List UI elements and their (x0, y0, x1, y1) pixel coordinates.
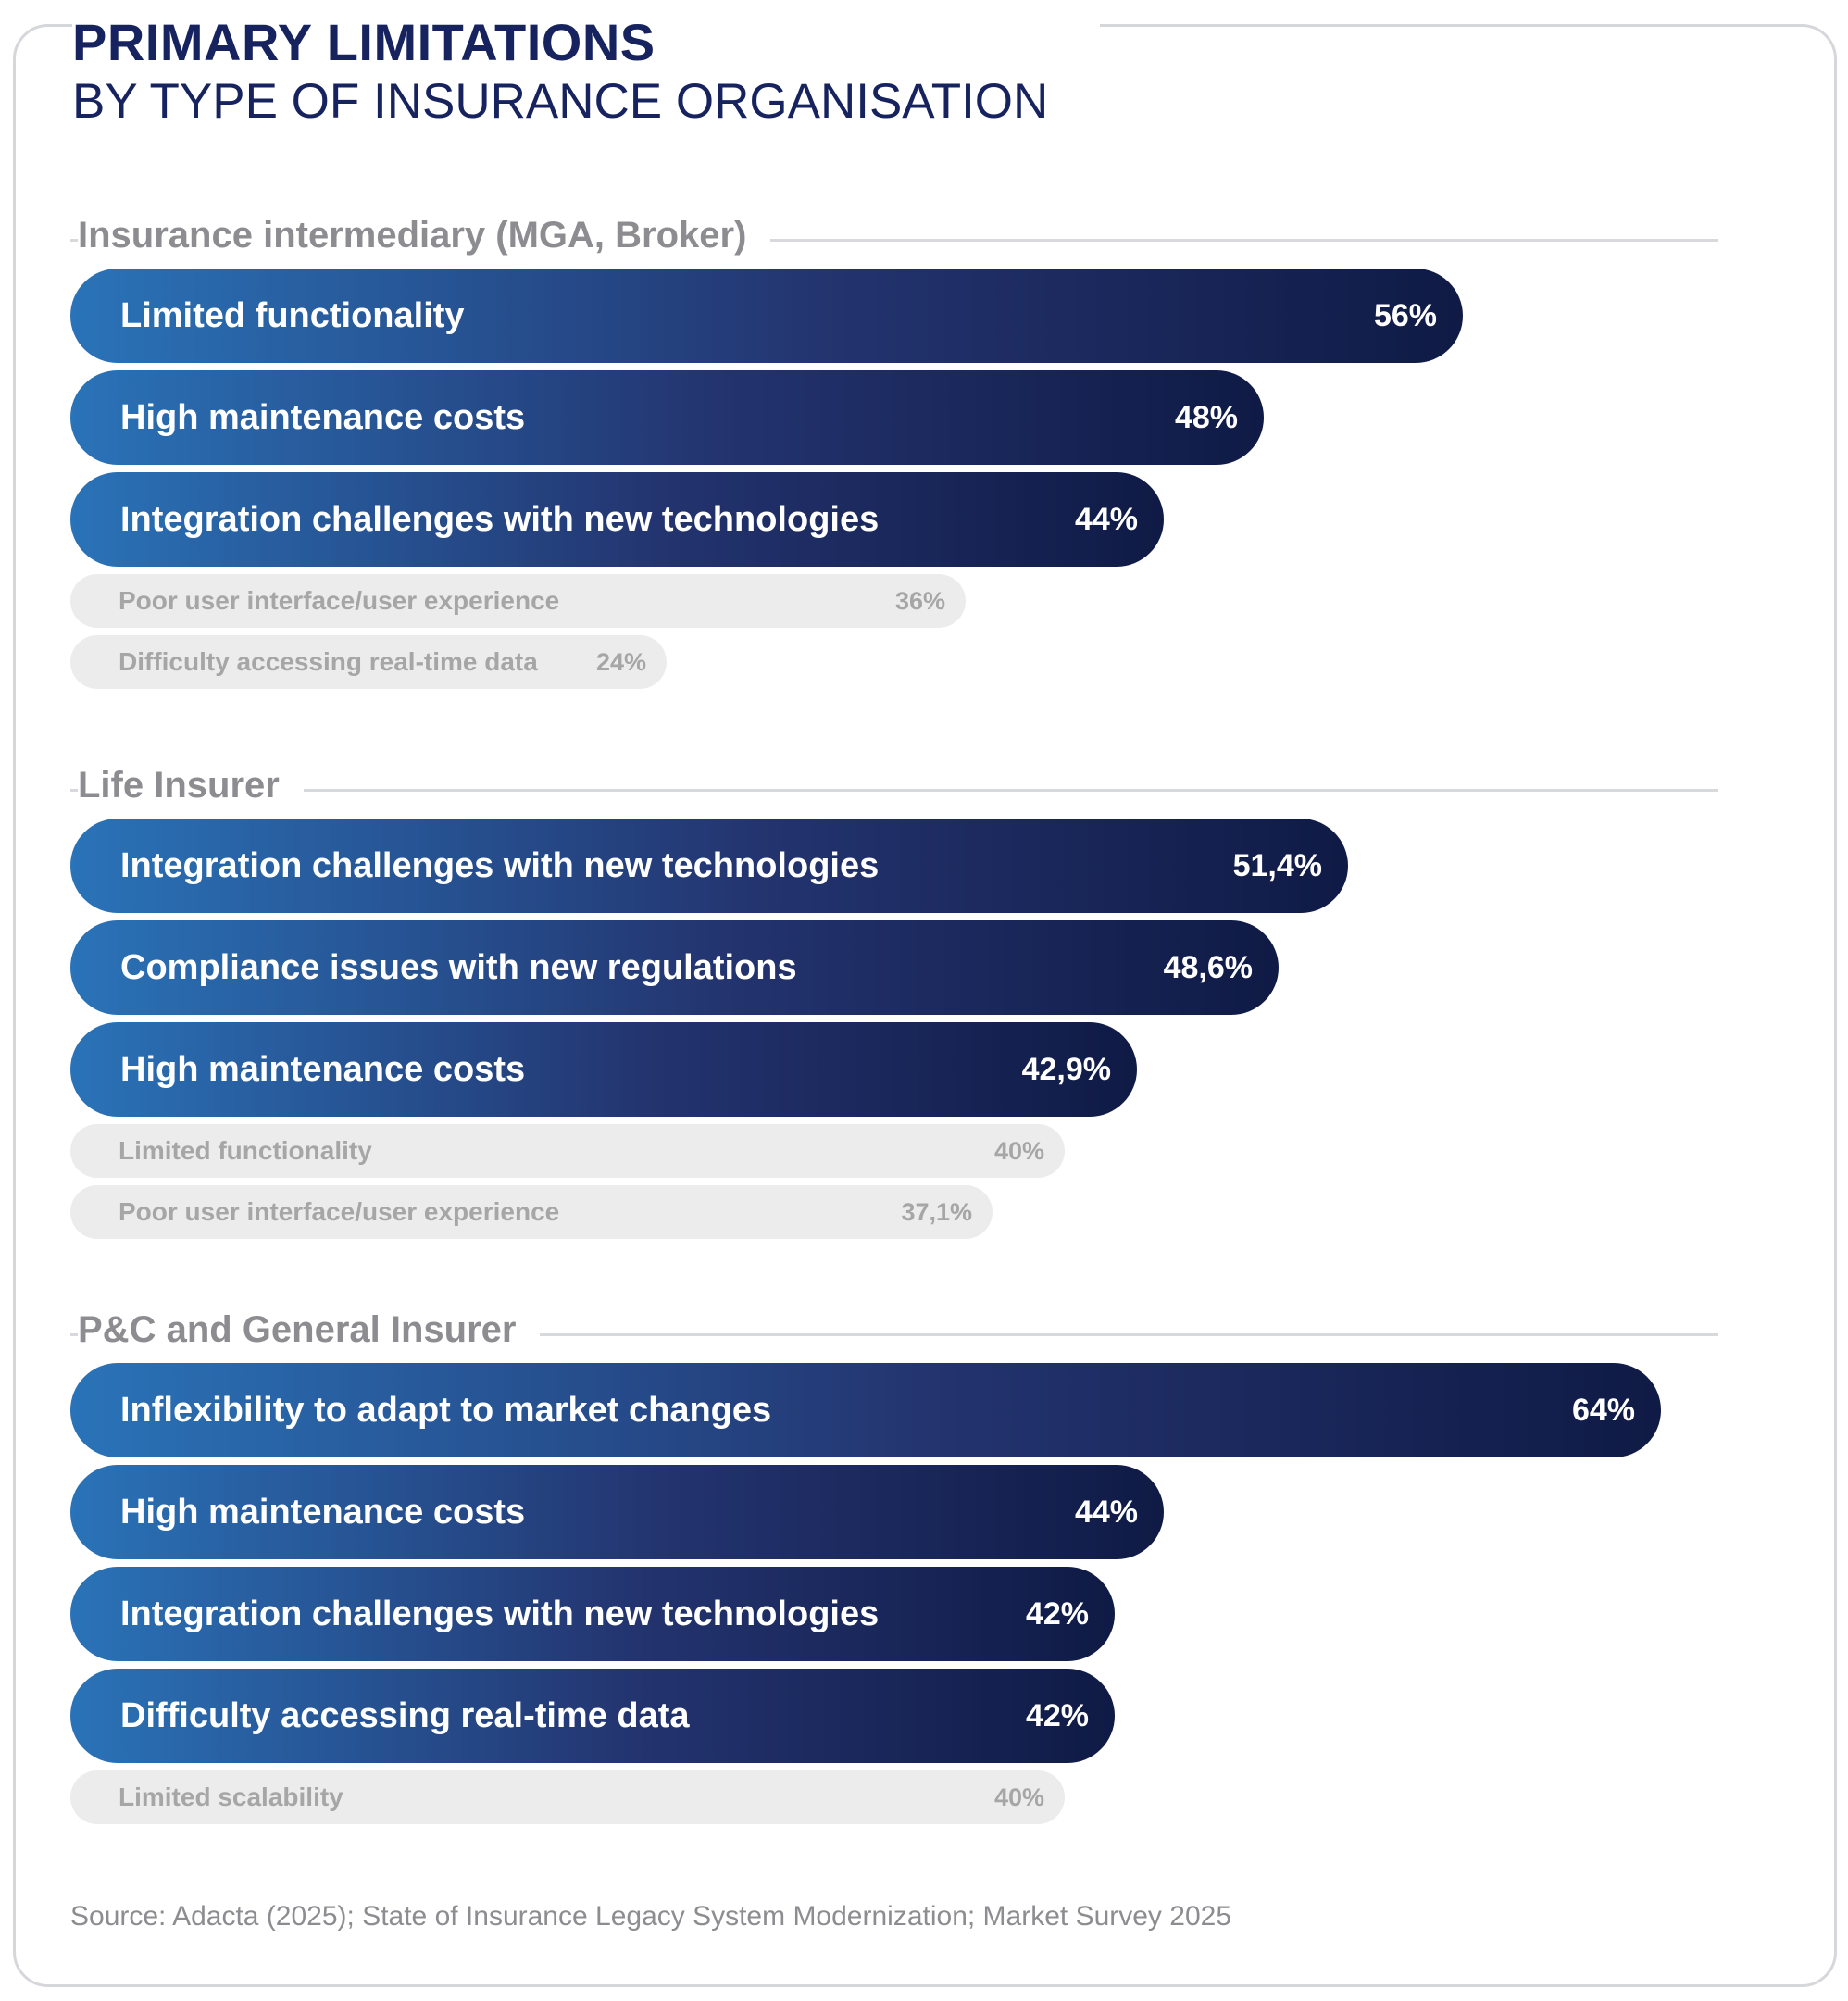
bar-value-label: 56% (1373, 298, 1437, 333)
bar-label: Integration challenges with new technolo… (120, 500, 880, 539)
minor-bar: Limited functionality 40% (70, 1124, 1065, 1178)
bar-list: Limited functionality 56% High maintenance… (70, 269, 1718, 689)
bar-label: High maintenance costs (120, 398, 526, 437)
minor-bar-row: Poor user interface/user experience 37,1% (70, 1185, 1718, 1239)
bar: Inflexibility to adapt to market changes… (70, 1363, 1661, 1457)
bar-label: Compliance issues with new regulations (120, 948, 797, 987)
group-divider-line (70, 239, 1718, 242)
bar-label: Limited scalability (119, 1782, 343, 1811)
chart-group-3: P&C and General Insurer Inflexibility to … (70, 1304, 1718, 1832)
bar-value-label: 40% (993, 1783, 1044, 1811)
bar-label: Inflexibility to adapt to market changes (120, 1391, 772, 1430)
bar-value-label: 44% (1074, 1494, 1138, 1530)
bar-label: Difficulty accessing real-time data (120, 1696, 690, 1735)
highlighted-bar-row: High maintenance costs 48% (70, 370, 1718, 465)
highlighted-bar-row: Integration challenges with new technolo… (70, 819, 1718, 913)
group-header: P&C and General Insurer (70, 1304, 1718, 1363)
bar: High maintenance costs 44% (70, 1465, 1164, 1559)
bar: Integration challenges with new technolo… (70, 1567, 1115, 1661)
chart-group-2: Life Insurer Integration challenges with … (70, 759, 1718, 1246)
highlighted-bar-row: Difficulty accessing real-time data 42% (70, 1669, 1718, 1763)
bar-value-label: 64% (1571, 1393, 1635, 1428)
source-note: Source: Adacta (2025); State of Insuranc… (70, 1901, 1232, 1932)
bar-list: Inflexibility to adapt to market changes… (70, 1363, 1718, 1824)
bar-label: Integration challenges with new technolo… (120, 846, 880, 885)
minor-bar: Poor user interface/user experience 37,1% (70, 1185, 993, 1239)
highlighted-bar-row: Compliance issues with new regulations 48… (70, 920, 1718, 1015)
group-title: P&C and General Insurer (78, 1304, 541, 1356)
bar-value-label: 40% (993, 1137, 1044, 1165)
bar-label: Integration challenges with new technolo… (120, 1595, 880, 1633)
bar-value-label: 42,9% (1021, 1052, 1111, 1087)
highlighted-bar-row: High maintenance costs 42,9% (70, 1022, 1718, 1117)
bar-value-label: 42% (1025, 1698, 1089, 1733)
minor-bar-row: Limited functionality 40% (70, 1124, 1718, 1178)
bar: Integration challenges with new technolo… (70, 819, 1348, 913)
bar: Integration challenges with new technolo… (70, 472, 1164, 567)
bar-label: Limited functionality (119, 1136, 372, 1165)
minor-bar-row: Limited scalability 40% (70, 1770, 1718, 1824)
bar-value-label: 24% (595, 648, 646, 676)
group-divider-line (70, 789, 1718, 792)
bar-label: Limited functionality (120, 296, 465, 335)
group-header: Insurance intermediary (MGA, Broker) (70, 209, 1718, 269)
minor-bar: Poor user interface/user experience 36% (70, 574, 966, 628)
bar-label: Poor user interface/user experience (119, 1197, 560, 1226)
minor-bar: Limited scalability 40% (70, 1770, 1065, 1824)
bar: Difficulty accessing real-time data 42% (70, 1669, 1115, 1763)
group-header: Life Insurer (70, 759, 1718, 819)
bar-label: Difficulty accessing real-time data (119, 647, 538, 676)
chart-header: PRIMARY LIMITATIONS BY TYPE OF INSURANCE… (72, 13, 1101, 131)
group-title: Insurance intermediary (MGA, Broker) (78, 209, 771, 261)
highlighted-bar-row: Limited functionality 56% (70, 269, 1718, 363)
highlighted-bar-row: High maintenance costs 44% (70, 1465, 1718, 1559)
bar: High maintenance costs 42,9% (70, 1022, 1137, 1117)
bar-value-label: 36% (894, 587, 945, 615)
chart-subtitle: BY TYPE OF INSURANCE ORGANISATION (72, 74, 1049, 129)
bar-label: High maintenance costs (120, 1050, 526, 1089)
bar-value-label: 48,6% (1163, 950, 1253, 985)
highlighted-bar-row: Inflexibility to adapt to market changes… (70, 1363, 1718, 1457)
group-title: Life Insurer (78, 759, 304, 811)
bar-label: High maintenance costs (120, 1493, 526, 1532)
bar-list: Integration challenges with new technolo… (70, 819, 1718, 1239)
minor-bar-row: Difficulty accessing real-time data 24% (70, 635, 1718, 689)
chart-title: PRIMARY LIMITATIONS (72, 13, 656, 71)
bar: Compliance issues with new regulations 48… (70, 920, 1279, 1015)
minor-bar-row: Poor user interface/user experience 36% (70, 574, 1718, 628)
minor-bar: Difficulty accessing real-time data 24% (70, 635, 667, 689)
chart-group-1: Insurance intermediary (MGA, Broker) Limi… (70, 209, 1718, 696)
group-divider-line (70, 1333, 1718, 1336)
bar-value-label: 44% (1074, 502, 1138, 537)
bar-value-label: 37,1% (901, 1198, 972, 1226)
highlighted-bar-row: Integration challenges with new technolo… (70, 472, 1718, 567)
bar: Limited functionality 56% (70, 269, 1463, 363)
bar-value-label: 42% (1025, 1596, 1089, 1632)
bar: High maintenance costs 48% (70, 370, 1264, 465)
bar-value-label: 48% (1174, 400, 1238, 435)
bar-value-label: 51,4% (1232, 848, 1322, 883)
highlighted-bar-row: Integration challenges with new technolo… (70, 1567, 1718, 1661)
bar-label: Poor user interface/user experience (119, 586, 560, 615)
